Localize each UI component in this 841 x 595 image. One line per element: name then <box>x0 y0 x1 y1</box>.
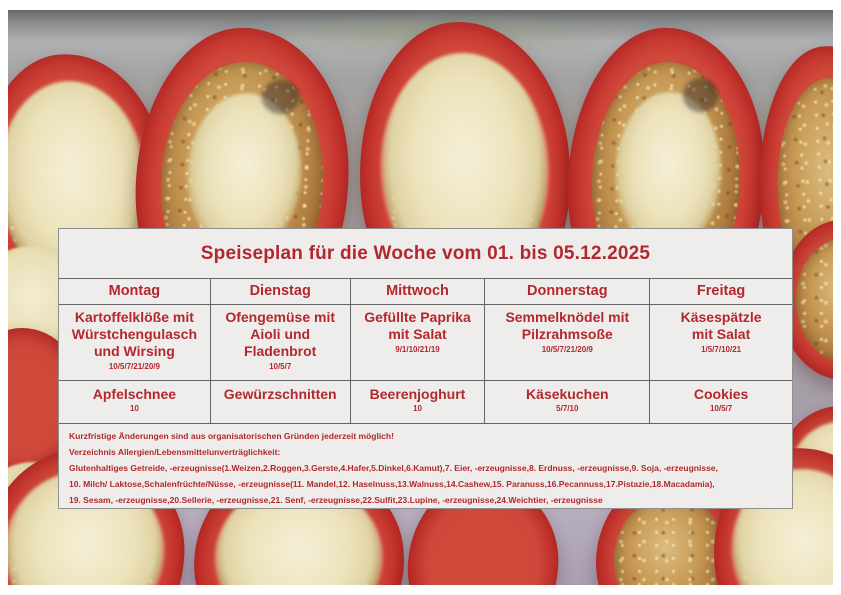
dessert-allergen-codes: 10 <box>413 404 422 413</box>
meal-name: Gefüllte Paprika mit Salat <box>364 309 471 342</box>
dessert-cell-monday: Apfelschnee 10 <box>59 381 211 423</box>
meal-cell-tuesday: Ofengemüse mit Aioli und Fladenbrot 10/5… <box>210 305 351 381</box>
day-header-wednesday: Mittwoch <box>350 279 486 305</box>
meal-allergen-codes: 10/5/7/21/20/9 <box>108 362 160 371</box>
dessert-cell-friday: Cookies 10/5/7 <box>650 381 792 423</box>
dessert-cell-thursday: Käsekuchen 5/7/10 <box>485 381 651 423</box>
note-allergen-heading: Verzeichnis Allergien/Lebensmittelunvert… <box>69 447 281 457</box>
dessert-name: Käsekuchen <box>526 386 609 402</box>
day-header-thursday: Donnerstag <box>485 279 651 305</box>
menu-title: Speiseplan für die Woche vom 01. bis 05.… <box>200 242 651 264</box>
note-change-disclaimer: Kurzfristige Änderungen sind aus organis… <box>69 431 394 441</box>
meal-cell-friday: Käsespätzle mit Salat 1/5/7/10/21 <box>650 305 792 381</box>
meal-name: Käsespätzle mit Salat <box>680 309 762 342</box>
dessert-name: Apfelschnee <box>92 386 177 402</box>
meal-allergen-codes: 9/1/10/21/19 <box>395 345 440 354</box>
note-allergen-line-1: Glutenhaltiges Getreide, -erzeugnisse(1.… <box>69 463 718 473</box>
dessert-name: Cookies <box>693 386 749 402</box>
dessert-cell-tuesday: Gewürzschnitten <box>211 381 351 423</box>
meal-name: Kartoffelklöße mit Würstchengulasch und … <box>71 309 198 359</box>
meal-cell-monday: Kartoffelklöße mit Würstchengulasch und … <box>59 305 211 381</box>
menu-card: Speiseplan für die Woche vom 01. bis 05.… <box>58 228 793 509</box>
note-allergen-line-3: 19. Sesam, -erzeugnisse,20.Sellerie, -er… <box>69 495 603 505</box>
day-header-monday: Montag <box>59 279 211 305</box>
dessert-name: Beerenjoghurt <box>369 386 466 402</box>
dessert-allergen-codes: 5/7/10 <box>556 404 579 413</box>
meal-cell-wednesday: Gefüllte Paprika mit Salat 9/1/10/21/19 <box>350 305 486 381</box>
day-header-friday: Freitag <box>650 279 792 305</box>
meal-allergen-codes: 10/5/7 <box>269 362 292 371</box>
couscous-filling-graphic <box>795 237 833 363</box>
meal-allergen-codes: 1/5/7/10/21 <box>701 345 742 354</box>
note-allergen-line-2: 10. Milch/ Laktose,Schalenfrüchte/Nüsse,… <box>69 479 715 489</box>
dessert-allergen-codes <box>211 404 350 413</box>
dessert-name: Gewürzschnitten <box>223 386 337 402</box>
dessert-allergen-codes: 10 <box>129 404 139 413</box>
menu-table: Montag Dienstag Mittwoch Donnerstag Frei… <box>59 278 792 424</box>
meal-allergen-codes: 10/5/7/21/20/9 <box>541 345 593 354</box>
allergen-notes: Kurzfristige Änderungen sind aus organis… <box>59 424 792 512</box>
meal-name: Semmelknödel mit Pilzrahmsoße <box>505 309 630 342</box>
meal-cell-thursday: Semmelknödel mit Pilzrahmsoße 10/5/7/21/… <box>485 305 651 381</box>
meal-name: Ofengemüse mit Aioli und Fladenbrot <box>225 309 336 359</box>
day-header-tuesday: Dienstag <box>210 279 351 305</box>
dessert-allergen-codes: 10/5/7 <box>709 404 733 413</box>
dessert-cell-wednesday: Beerenjoghurt 10 <box>351 381 486 423</box>
